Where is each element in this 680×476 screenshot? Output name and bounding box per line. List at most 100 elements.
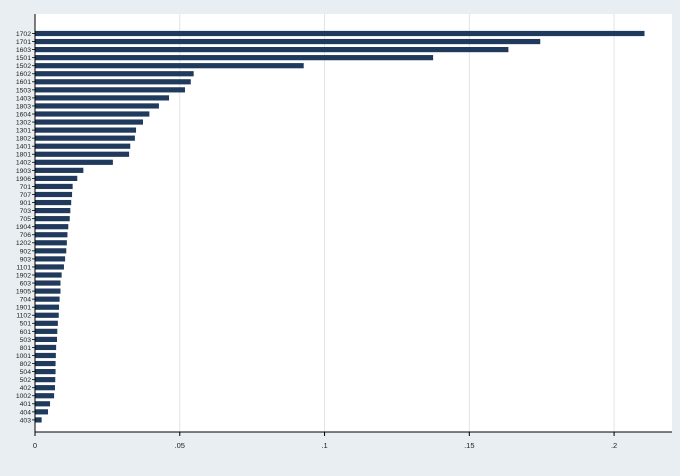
bar — [35, 344, 57, 351]
bar — [35, 175, 78, 181]
bar — [35, 216, 70, 222]
bar — [35, 119, 144, 125]
bar — [35, 191, 73, 198]
category-label: 1302 — [16, 119, 31, 126]
category-label: 401 — [20, 401, 32, 408]
category-label: 501 — [20, 321, 32, 328]
bar — [35, 360, 56, 367]
bar — [35, 63, 304, 69]
bar — [35, 111, 150, 117]
bar — [35, 272, 62, 278]
bar — [35, 79, 191, 85]
bar — [35, 377, 56, 383]
category-label: 1401 — [16, 144, 31, 151]
category-label: 504 — [20, 369, 32, 376]
category-label: 603 — [20, 280, 32, 287]
bar — [35, 151, 130, 157]
category-label: 1502 — [16, 63, 31, 70]
x-tick-label: .2 — [611, 441, 617, 450]
bar — [35, 320, 58, 326]
category-label: 1701 — [16, 39, 31, 46]
bar — [35, 232, 68, 238]
category-label: 704 — [20, 297, 32, 304]
bar — [35, 393, 55, 399]
category-label: 404 — [20, 409, 32, 416]
category-label: 1702 — [16, 31, 31, 38]
category-label: 802 — [20, 361, 32, 368]
category-label: 1801 — [16, 152, 31, 159]
category-label: 1802 — [16, 136, 31, 143]
x-tick-label: 0 — [33, 441, 37, 450]
bar — [35, 224, 69, 230]
category-label: 902 — [20, 248, 32, 255]
category-label: 703 — [20, 208, 32, 215]
bar — [35, 409, 49, 415]
category-label: 1604 — [16, 111, 31, 118]
category-label: 1101 — [16, 264, 31, 271]
bar — [35, 385, 55, 391]
category-labels: 1702170116031501150216021601150314031803… — [16, 31, 35, 424]
bar — [35, 240, 67, 246]
bar — [35, 312, 59, 318]
category-label: 903 — [20, 256, 32, 263]
bar — [35, 401, 51, 407]
bar — [35, 183, 73, 190]
category-label: 1903 — [16, 168, 31, 175]
bar — [35, 127, 137, 133]
bar — [35, 30, 645, 37]
bar — [35, 38, 541, 45]
category-label: 1904 — [16, 224, 31, 231]
category-label: 601 — [20, 329, 32, 336]
axes — [34, 14, 672, 433]
gridlines — [179, 14, 615, 432]
category-label: 1906 — [16, 176, 31, 183]
category-label: 1301 — [16, 128, 31, 135]
bar — [35, 264, 64, 270]
category-label: 1001 — [16, 353, 31, 360]
bar — [35, 71, 194, 77]
x-tick-label: .15 — [464, 441, 474, 450]
category-label: 901 — [20, 200, 32, 207]
x-tick-label: .05 — [175, 441, 185, 450]
category-label: 1102 — [16, 313, 31, 320]
category-label: 706 — [20, 232, 32, 239]
category-label: 701 — [20, 184, 32, 191]
category-label: 1601 — [16, 79, 31, 86]
bar — [35, 159, 113, 165]
category-label: 402 — [20, 385, 32, 392]
bar — [35, 304, 60, 310]
bar — [35, 256, 66, 262]
bar — [35, 208, 71, 214]
bar — [35, 296, 60, 302]
bar — [35, 55, 434, 61]
category-label: 705 — [20, 216, 32, 223]
x-tick-label: .1 — [321, 441, 327, 450]
category-label: 707 — [20, 192, 32, 199]
bar — [35, 87, 185, 93]
bar — [35, 95, 170, 101]
bar — [35, 336, 58, 342]
category-label: 1602 — [16, 71, 31, 78]
bar — [35, 199, 72, 206]
bar — [35, 288, 61, 294]
bar — [35, 280, 61, 286]
category-label: 1901 — [16, 305, 31, 312]
x-tick-labels: 0 .05 .1 .15 .2 — [33, 432, 617, 450]
category-label: 1902 — [16, 272, 31, 279]
bar — [35, 135, 135, 141]
bar — [35, 167, 84, 173]
category-label: 801 — [20, 345, 32, 352]
category-label: 503 — [20, 337, 32, 344]
category-label: 1403 — [16, 95, 31, 102]
plot-area — [35, 14, 672, 432]
category-label: 1501 — [16, 55, 31, 62]
bar — [35, 248, 67, 254]
category-label: 1002 — [16, 393, 31, 400]
bar — [35, 369, 56, 375]
category-label: 1803 — [16, 103, 31, 110]
bar — [35, 103, 159, 109]
category-label: 1402 — [16, 160, 31, 167]
category-label: 1202 — [16, 240, 31, 247]
